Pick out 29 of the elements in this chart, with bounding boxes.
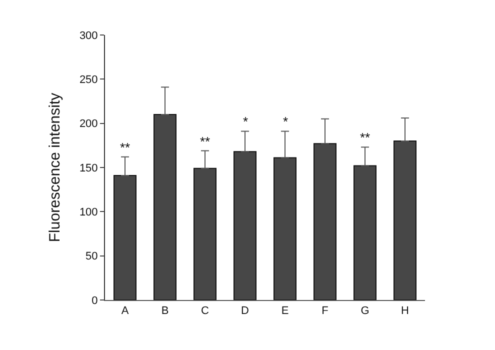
y-tick-label: 100 bbox=[79, 206, 98, 219]
x-tick-label: D bbox=[241, 305, 250, 318]
x-tick-label: E bbox=[281, 305, 289, 318]
annotation: * bbox=[243, 114, 248, 129]
y-tick-label: 250 bbox=[79, 74, 98, 86]
y-axis-title: Fluorescence intensity bbox=[46, 92, 64, 242]
annotation: ** bbox=[200, 134, 210, 149]
x-tick-label: C bbox=[201, 305, 210, 318]
x-tick-label: F bbox=[322, 305, 329, 318]
bar bbox=[194, 168, 216, 300]
bar bbox=[274, 157, 296, 300]
y-tick-label: 150 bbox=[79, 162, 98, 174]
y-tick-label: 300 bbox=[79, 30, 98, 42]
x-tick-label: A bbox=[121, 305, 130, 318]
annotation: * bbox=[283, 114, 288, 129]
x-tick-label: H bbox=[401, 305, 410, 318]
x-tick-label: B bbox=[161, 305, 169, 318]
bar bbox=[234, 151, 256, 300]
bar bbox=[114, 174, 136, 300]
bar bbox=[154, 114, 176, 300]
annotation: ** bbox=[120, 140, 130, 155]
annotation: ** bbox=[360, 130, 370, 145]
x-tick-label: G bbox=[360, 305, 370, 318]
bar bbox=[354, 165, 376, 300]
bar bbox=[394, 140, 416, 300]
bar bbox=[314, 143, 336, 300]
y-tick-label: 0 bbox=[92, 294, 98, 307]
y-tick-label: 50 bbox=[86, 250, 98, 263]
y-tick-label: 200 bbox=[79, 118, 98, 130]
